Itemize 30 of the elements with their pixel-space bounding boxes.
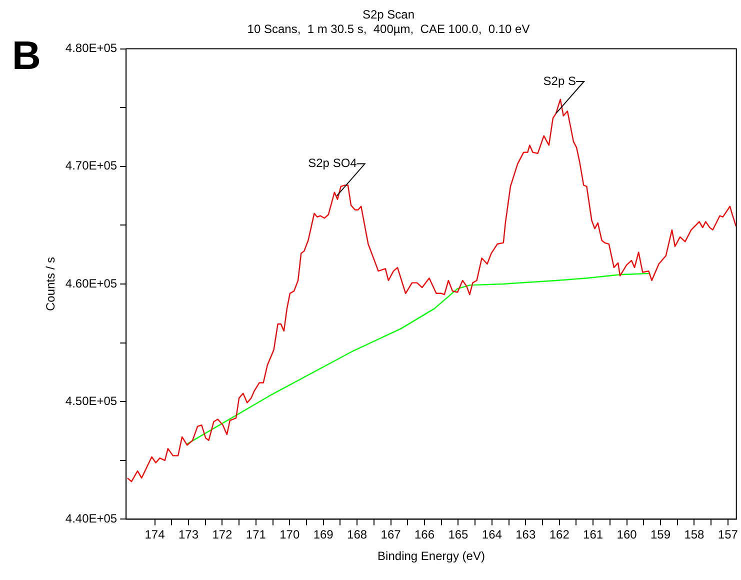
x-tick-label: 163 <box>516 528 536 542</box>
x-tick-label: 174 <box>144 528 166 542</box>
x-tick-label: 165 <box>448 528 469 542</box>
annotation: S2p S <box>543 74 576 88</box>
x-tick-label: 167 <box>380 528 402 542</box>
x-tick-label: 173 <box>178 528 199 542</box>
annotation: S2p SO4 <box>308 156 358 170</box>
x-tick-label: 159 <box>650 528 671 542</box>
x-tick-label: 157 <box>718 528 738 542</box>
chart-subtitle: 10 Scans, 1 m 30.5 s, 400µm, CAE 100.0, 0.10 eV <box>247 22 530 36</box>
y-tick-label: 4.40E+05 <box>65 512 118 526</box>
x-tick-label: 162 <box>549 528 570 542</box>
text: B <box>12 34 41 78</box>
y-tick-label: 4.80E+05 <box>65 41 118 56</box>
x-tick-label: 160 <box>616 528 638 542</box>
x-tick-label: 172 <box>212 528 233 542</box>
x-tick-label: 158 <box>684 528 705 542</box>
y-tick-label: 4.50E+05 <box>65 394 118 408</box>
x-tick-label: 166 <box>414 528 435 542</box>
x-tick-label: 171 <box>246 528 266 542</box>
x-tick-label: 164 <box>482 528 502 542</box>
y-tick-label: 4.60E+05 <box>65 276 118 290</box>
x-tick-label: 169 <box>313 528 334 542</box>
x-axis-title: Binding Energy (eV) <box>378 549 485 564</box>
x-tick-label: 168 <box>347 528 368 542</box>
y-axis-title: Counts / s <box>44 256 58 312</box>
chart-title: S2p Scan <box>362 8 415 22</box>
x-tick-label: 170 <box>280 528 300 542</box>
x-tick-label: 161 <box>583 528 604 542</box>
y-tick-label: 4.70E+05 <box>65 158 118 173</box>
